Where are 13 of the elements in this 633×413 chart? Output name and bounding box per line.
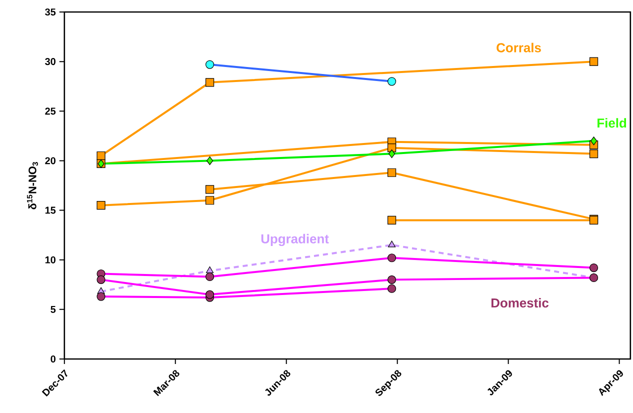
- y-tick-label: 0: [50, 355, 56, 363]
- y-tick-label: 15: [45, 206, 56, 214]
- series-label: Corrals: [496, 42, 541, 52]
- y-tick-label: 35: [45, 8, 56, 16]
- y-tick-label: 5: [50, 306, 56, 313]
- y-tick-label: 20: [45, 157, 56, 164]
- y-axis-title: δ$^{15}$N-NO$_{3}$: [27, 162, 38, 210]
- series-label: Field: [598, 118, 626, 128]
- y-tick-label: 30: [45, 58, 56, 66]
- series-label: Upgradient: [261, 234, 329, 246]
- y-tick-label: 25: [45, 108, 56, 115]
- text: Domestic: [491, 298, 549, 308]
- y-tick-label: 10: [45, 256, 56, 264]
